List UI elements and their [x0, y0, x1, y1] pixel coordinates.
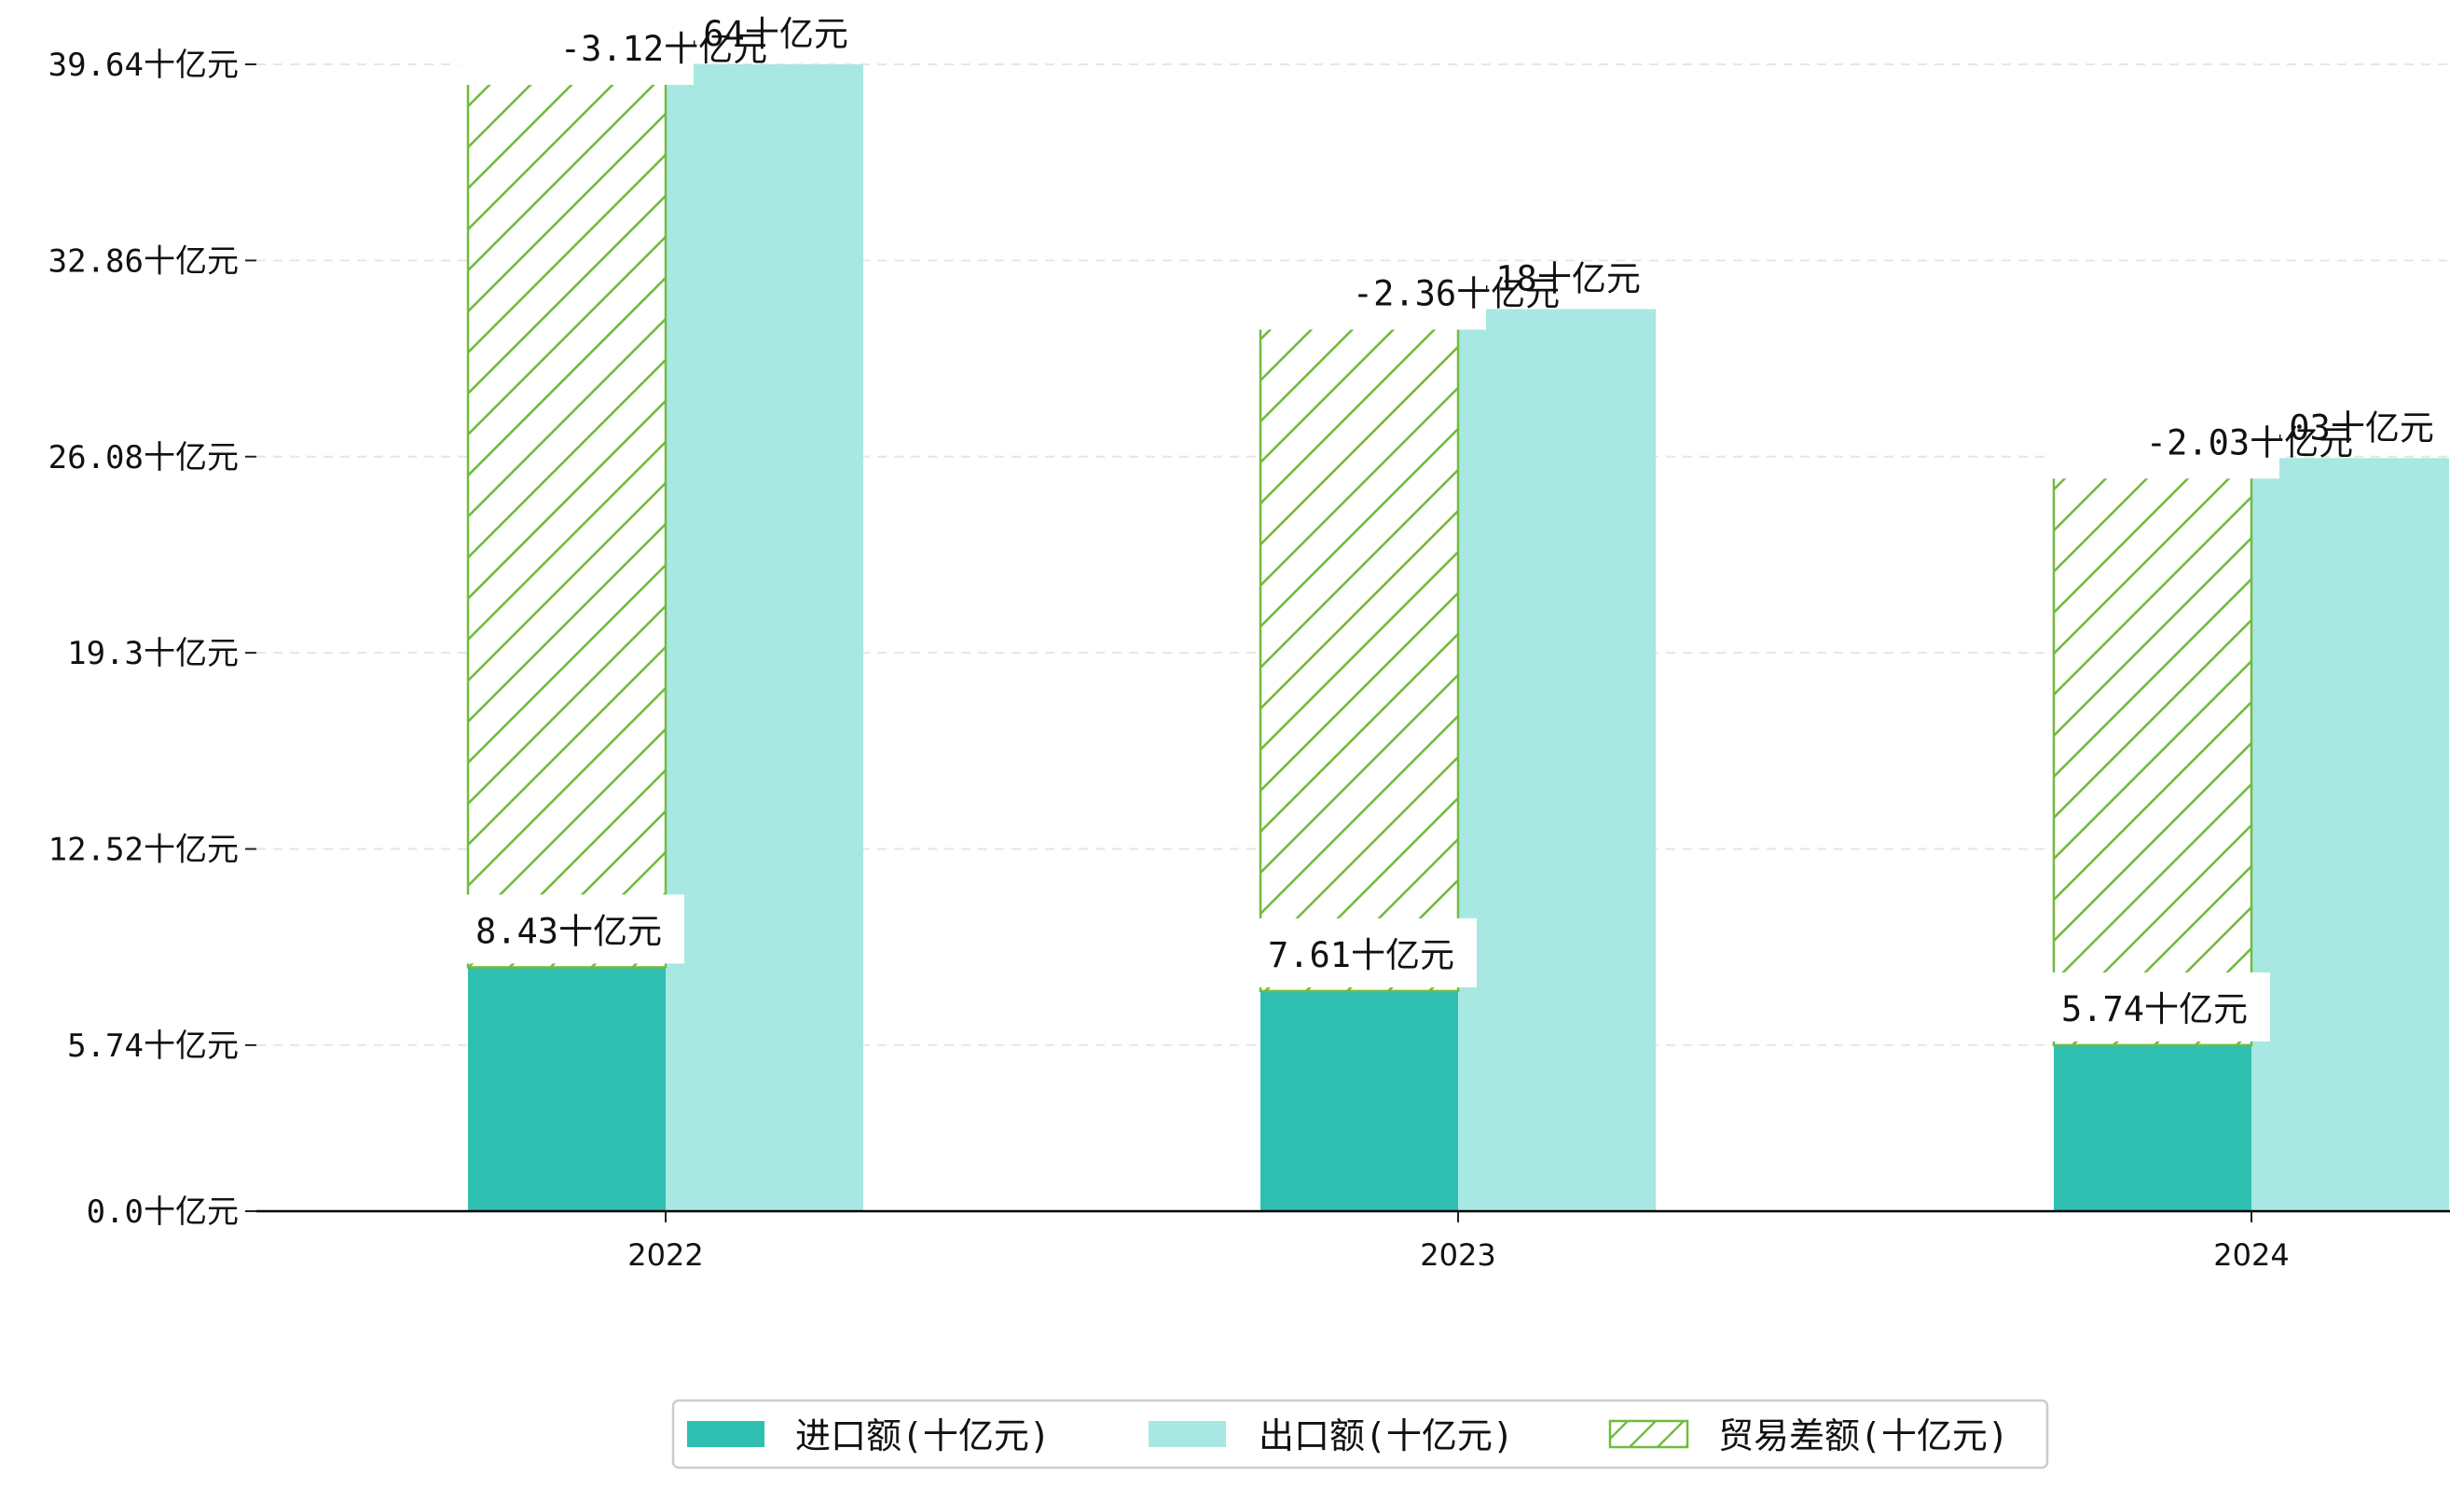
export-data-label: .64十亿元 — [682, 14, 848, 54]
y-tick-label: 39.64十亿元 — [48, 47, 239, 84]
legend-label: 进口额(十亿元) — [795, 1415, 1051, 1456]
legend-label: 出口额(十亿元) — [1259, 1415, 1514, 1456]
trade-balance-bar — [1259, 324, 1460, 993]
import-label-box — [1251, 917, 1477, 987]
y-tick-label: 26.08十亿元 — [48, 439, 239, 476]
import-label-box — [459, 894, 684, 964]
y-tick-label: 12.52十亿元 — [48, 832, 239, 869]
x-tick-label: 2022 — [627, 1237, 703, 1273]
balance-label-box — [2044, 417, 2279, 479]
y-tick-label: 19.3十亿元 — [67, 635, 239, 672]
x-tick-label: 2023 — [1420, 1237, 1495, 1273]
y-tick-label: 5.74十亿元 — [67, 1028, 239, 1065]
legend-item-export: 出口额(十亿元) — [1149, 1415, 1514, 1456]
legend-swatch — [687, 1421, 764, 1447]
legend-box — [671, 1399, 2049, 1469]
legend-label: 贸易差额(十亿元) — [1718, 1415, 2009, 1456]
import-bar — [1260, 990, 1458, 1211]
balance-data-label: -2.03十亿元 — [2146, 422, 2353, 462]
export-bar — [1458, 309, 1656, 1211]
legend-item-import: 进口额(十亿元) — [687, 1415, 1051, 1456]
import-data-label: 8.43十亿元 — [475, 911, 662, 951]
import-bar — [2054, 1044, 2251, 1211]
legend-swatch — [1608, 1419, 1689, 1449]
y-tick-label: 0.0十亿元 — [87, 1193, 239, 1231]
export-data-label: .03十亿元 — [2268, 407, 2434, 448]
export-bar — [666, 64, 863, 1211]
import-data-label: 5.74十亿元 — [2061, 989, 2248, 1029]
import-label-box — [2044, 972, 2270, 1042]
balance-label-box — [459, 23, 694, 85]
balance-data-label: -2.36十亿元 — [1353, 274, 1560, 314]
legend: 进口额(十亿元) 出口额(十亿元) 贸易差额(十亿元) — [671, 1399, 2049, 1469]
balance-label-box — [1251, 268, 1486, 330]
trade-balance-bar — [466, 79, 668, 969]
legend-swatch — [1149, 1421, 1226, 1447]
legend-item-balance: 贸易差额(十亿元) — [1608, 1415, 2009, 1456]
export-data-label: .18十亿元 — [1475, 259, 1641, 299]
balance-data-label: -3.12十亿元 — [560, 29, 767, 69]
export-bar — [2251, 458, 2449, 1211]
import-data-label: 7.61十亿元 — [1268, 935, 1454, 975]
trade-balance-bar — [2052, 474, 2253, 1047]
x-tick-label: 2024 — [2213, 1237, 2289, 1273]
y-tick-label: 32.86十亿元 — [48, 242, 239, 280]
import-bar — [468, 967, 666, 1211]
